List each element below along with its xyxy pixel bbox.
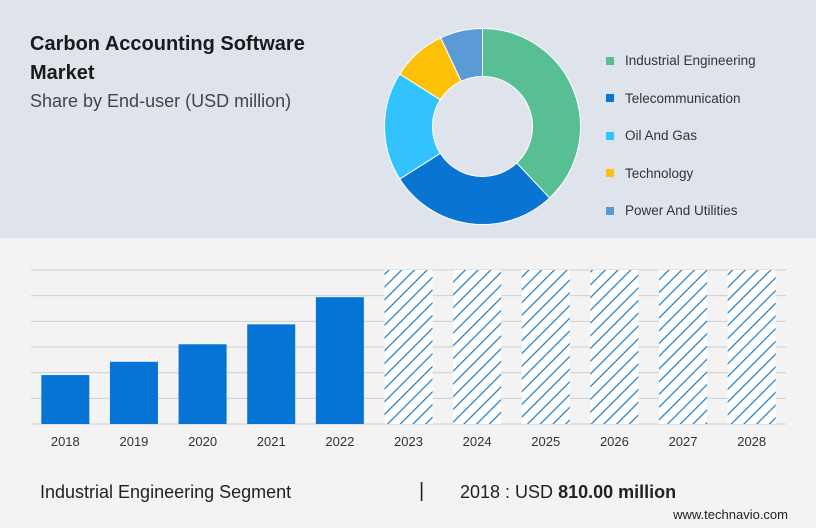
x-tick-label: 2023 [394,434,423,449]
bar-2019 [109,361,158,424]
legend-label: Industrial Engineering [625,53,756,69]
legend-label: Technology [625,165,694,181]
forecast-bar-2026 [590,270,639,424]
footer-separator: | [419,480,425,502]
legend-label: Telecommunication [625,90,741,106]
x-tick-label: 2020 [188,434,217,449]
x-tick-label: 2022 [325,434,354,449]
legend-item-industrial-engineering: Industrial Engineering [606,42,756,80]
bar-2022 [315,297,364,424]
segment-value-amount: 810.00 million [558,482,677,502]
legend-swatch [606,131,614,140]
legend-item-power-and-utilities: Power And Utilities [606,192,756,230]
donut-chart [384,27,581,225]
forecast-bar-2024 [453,270,502,424]
segment-value: 2018 : USD 810.00 million [460,482,676,503]
legend-swatch [606,94,614,103]
segment-label: Industrial Engineering Segment [40,482,292,502]
bar-2020 [178,344,227,424]
forecast-bar-2025 [521,270,570,424]
x-tick-label: 2024 [463,434,492,449]
legend-swatch [606,206,614,215]
brand-url[interactable]: www.technavio.com [673,507,788,522]
legend-item-technology: Technology [606,155,756,193]
chart-subtitle: Share by End-user (USD million) [30,91,292,111]
legend-swatch [606,56,614,65]
forecast-bar-2027 [659,270,708,424]
legend-swatch [606,169,614,178]
chart-title: Carbon Accounting Software Market [30,33,305,84]
bar-2021 [247,324,296,424]
x-tick-label: 2026 [600,434,629,449]
donut-slice-power-and-utilities [440,27,483,82]
legend-item-telecommunication: Telecommunication [606,80,756,118]
x-tick-label: 2019 [119,434,148,449]
legend-label: Oil And Gas [625,128,698,144]
legend-label: Power And Utilities [625,203,738,219]
x-tick-label: 2028 [737,434,766,449]
x-tick-label: 2018 [51,434,80,449]
forecast-bar-2028 [727,270,776,424]
x-tick-label: 2021 [257,434,286,449]
bar-2018 [41,375,90,424]
donut-legend: Industrial Engineering Telecommunication O… [606,42,756,230]
x-tick-label: 2027 [669,434,698,449]
donut-slice-industrial-engineering [482,27,581,199]
legend-item-oil-and-gas: Oil And Gas [606,117,756,155]
bar-chart: 2018 2019 2020 2021 2022 2023 2024 2025 2026 2027… [31,269,786,449]
forecast-bar-2023 [384,270,433,424]
segment-value-prefix: 2018 : USD [460,482,554,502]
donut-slice-telecommunication [399,152,551,225]
x-tick-label: 2025 [531,434,560,449]
